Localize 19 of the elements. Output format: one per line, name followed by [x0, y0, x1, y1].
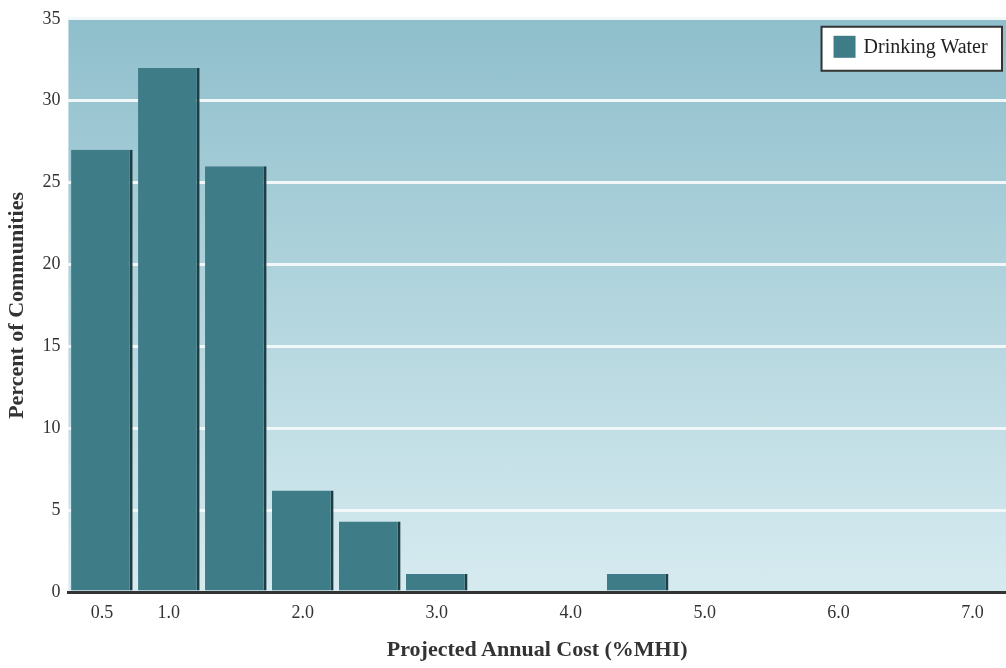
- x-tick-label: 0.5: [90, 601, 114, 622]
- x-tick-label: 6.0: [827, 601, 850, 622]
- x-axis-title: Projected Annual Cost (%MHI): [386, 636, 688, 662]
- x-tick-label: 3.0: [425, 601, 448, 622]
- y-tick-label: 35: [42, 7, 61, 28]
- x-tick-label: 2.0: [291, 601, 315, 622]
- y-tick-label: 20: [42, 253, 61, 274]
- y-tick-label: 10: [42, 416, 61, 437]
- y-tick-label: 15: [42, 335, 61, 356]
- x-tick-label: 7.0: [961, 601, 984, 622]
- x-tick-label: 5.0: [693, 601, 716, 622]
- y-axis-title: Percent of Communities: [2, 191, 28, 419]
- legend-label: Drinking Water: [863, 35, 988, 59]
- x-tick-label: 4.0: [559, 601, 582, 622]
- y-tick-label: 0: [51, 580, 61, 601]
- x-tick-label: 1.0: [157, 601, 181, 622]
- y-tick-label: 30: [42, 89, 61, 110]
- y-tick-label: 25: [42, 171, 61, 192]
- y-tick-label: 5: [51, 498, 61, 519]
